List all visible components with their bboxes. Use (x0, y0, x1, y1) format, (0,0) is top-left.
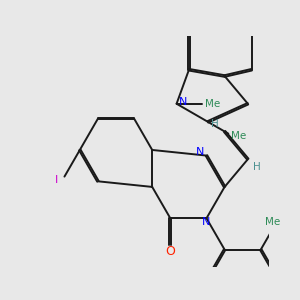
Text: H: H (253, 162, 261, 172)
Text: N: N (178, 97, 187, 107)
Text: O: O (165, 245, 175, 258)
Text: Me: Me (205, 99, 220, 109)
Text: Me: Me (265, 217, 280, 226)
Text: I: I (55, 176, 58, 185)
Text: H: H (212, 119, 219, 129)
Text: N: N (202, 217, 211, 227)
Text: N: N (196, 147, 205, 157)
Text: Me: Me (231, 131, 246, 141)
